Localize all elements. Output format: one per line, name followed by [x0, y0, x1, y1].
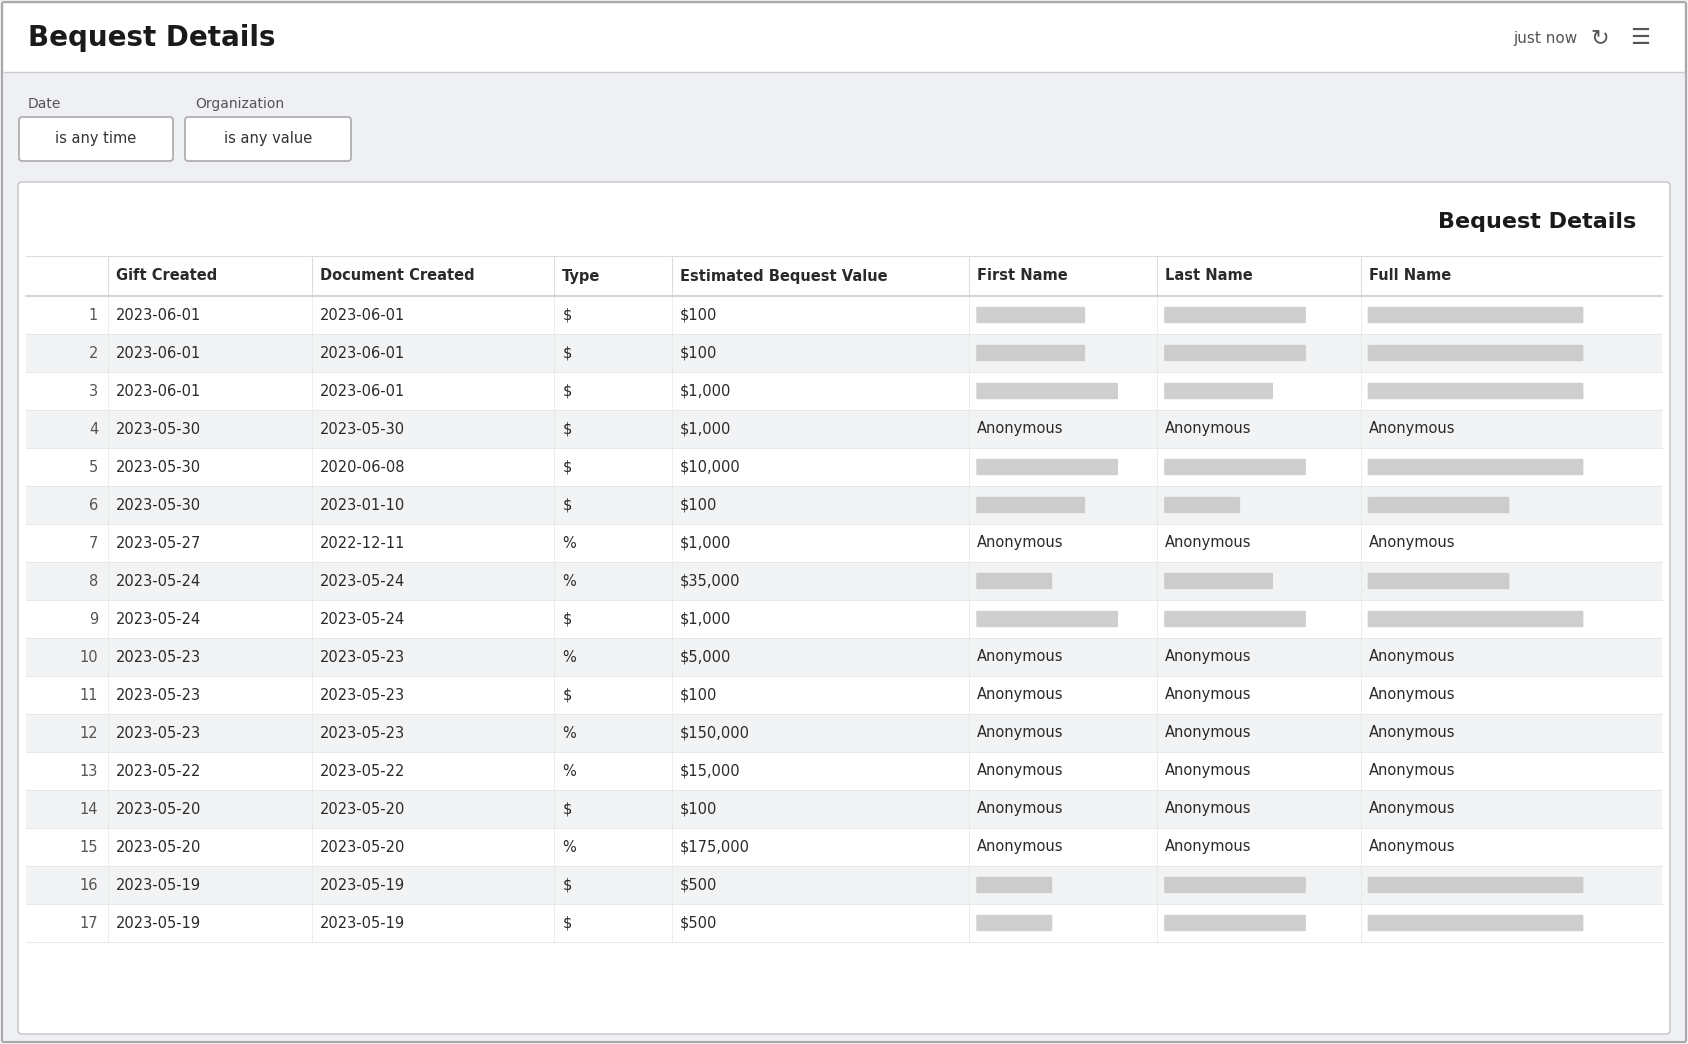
- Text: ☰: ☰: [1631, 28, 1649, 48]
- Text: Bequest Details: Bequest Details: [29, 24, 275, 52]
- Text: $175,000: $175,000: [680, 839, 749, 854]
- Text: 2023-05-20: 2023-05-20: [319, 839, 405, 854]
- FancyBboxPatch shape: [25, 867, 1663, 904]
- Text: $500: $500: [680, 878, 717, 893]
- Text: 2023-05-23: 2023-05-23: [319, 688, 405, 703]
- FancyBboxPatch shape: [1367, 915, 1583, 931]
- FancyBboxPatch shape: [1367, 497, 1509, 514]
- Text: Document Created: Document Created: [319, 268, 474, 284]
- FancyBboxPatch shape: [976, 458, 1117, 475]
- Text: Full Name: Full Name: [1369, 268, 1452, 284]
- Text: 2023-06-01: 2023-06-01: [116, 383, 201, 399]
- Text: Anonymous: Anonymous: [1165, 536, 1251, 550]
- Text: Anonymous: Anonymous: [1369, 422, 1455, 436]
- Text: $: $: [562, 688, 572, 703]
- Text: 2022-12-11: 2022-12-11: [319, 536, 405, 550]
- Text: 2023-05-20: 2023-05-20: [116, 839, 201, 854]
- Text: $100: $100: [680, 346, 717, 360]
- Text: 2023-05-20: 2023-05-20: [116, 802, 201, 816]
- Text: Anonymous: Anonymous: [1165, 839, 1251, 854]
- Text: Anonymous: Anonymous: [977, 763, 1063, 779]
- Text: 2023-05-19: 2023-05-19: [116, 916, 201, 930]
- Text: 2023-05-30: 2023-05-30: [116, 498, 201, 513]
- FancyBboxPatch shape: [19, 117, 172, 161]
- Text: 2023-06-01: 2023-06-01: [319, 346, 405, 360]
- Text: $: $: [562, 802, 572, 816]
- Text: Anonymous: Anonymous: [1165, 763, 1251, 779]
- Text: 2023-01-10: 2023-01-10: [319, 498, 405, 513]
- FancyBboxPatch shape: [976, 573, 1052, 589]
- Text: 11: 11: [79, 688, 98, 703]
- Text: Organization: Organization: [196, 97, 284, 111]
- Text: $100: $100: [680, 498, 717, 513]
- Text: 2023-06-01: 2023-06-01: [116, 346, 201, 360]
- FancyBboxPatch shape: [1367, 573, 1509, 589]
- FancyBboxPatch shape: [976, 915, 1052, 931]
- Text: 2023-05-23: 2023-05-23: [319, 649, 405, 664]
- Text: 2023-05-19: 2023-05-19: [319, 878, 405, 893]
- Text: Anonymous: Anonymous: [977, 726, 1063, 740]
- Text: 2023-05-23: 2023-05-23: [319, 726, 405, 740]
- Text: $150,000: $150,000: [680, 726, 749, 740]
- FancyBboxPatch shape: [976, 345, 1085, 361]
- FancyBboxPatch shape: [25, 562, 1663, 600]
- Text: 1: 1: [89, 308, 98, 323]
- Text: 2023-05-30: 2023-05-30: [116, 422, 201, 436]
- Text: Anonymous: Anonymous: [1165, 688, 1251, 703]
- Text: $100: $100: [680, 688, 717, 703]
- FancyBboxPatch shape: [25, 638, 1663, 677]
- Text: Anonymous: Anonymous: [1369, 688, 1455, 703]
- Text: 6: 6: [89, 498, 98, 513]
- Text: 2023-05-23: 2023-05-23: [116, 688, 201, 703]
- Text: $35,000: $35,000: [680, 573, 741, 589]
- Text: is any time: is any time: [56, 132, 137, 146]
- FancyBboxPatch shape: [1165, 383, 1273, 399]
- Text: 2023-05-27: 2023-05-27: [116, 536, 201, 550]
- Text: Anonymous: Anonymous: [1369, 839, 1455, 854]
- FancyBboxPatch shape: [25, 334, 1663, 372]
- Text: 12: 12: [79, 726, 98, 740]
- Text: %: %: [562, 649, 576, 664]
- Text: 2: 2: [89, 346, 98, 360]
- FancyBboxPatch shape: [1165, 877, 1307, 894]
- Text: Anonymous: Anonymous: [977, 422, 1063, 436]
- Text: %: %: [562, 536, 576, 550]
- Text: Anonymous: Anonymous: [977, 839, 1063, 854]
- FancyBboxPatch shape: [1367, 877, 1583, 894]
- FancyBboxPatch shape: [1165, 497, 1241, 514]
- Text: 16: 16: [79, 878, 98, 893]
- Text: First Name: First Name: [977, 268, 1069, 284]
- Text: $: $: [562, 422, 572, 436]
- Text: Anonymous: Anonymous: [1165, 649, 1251, 664]
- FancyBboxPatch shape: [1367, 345, 1583, 361]
- FancyBboxPatch shape: [1367, 383, 1583, 399]
- FancyBboxPatch shape: [25, 487, 1663, 524]
- Text: Anonymous: Anonymous: [1369, 726, 1455, 740]
- Text: $: $: [562, 308, 572, 323]
- FancyBboxPatch shape: [1367, 307, 1583, 324]
- Text: Anonymous: Anonymous: [977, 688, 1063, 703]
- Text: $: $: [562, 612, 572, 626]
- Text: Anonymous: Anonymous: [977, 649, 1063, 664]
- Text: 2023-05-20: 2023-05-20: [319, 802, 405, 816]
- Text: %: %: [562, 726, 576, 740]
- Text: Bequest Details: Bequest Details: [1438, 212, 1636, 232]
- Text: Anonymous: Anonymous: [977, 536, 1063, 550]
- FancyBboxPatch shape: [976, 877, 1052, 894]
- Text: 15: 15: [79, 839, 98, 854]
- Text: 2023-05-19: 2023-05-19: [319, 916, 405, 930]
- Text: $15,000: $15,000: [680, 763, 741, 779]
- Text: 7: 7: [89, 536, 98, 550]
- Text: 5: 5: [89, 459, 98, 475]
- Text: $1,000: $1,000: [680, 612, 731, 626]
- Text: 2023-05-24: 2023-05-24: [116, 612, 201, 626]
- FancyBboxPatch shape: [976, 307, 1085, 324]
- Text: 3: 3: [89, 383, 98, 399]
- Text: 10: 10: [79, 649, 98, 664]
- Text: $: $: [562, 383, 572, 399]
- Text: 2023-05-22: 2023-05-22: [319, 763, 405, 779]
- Text: 2023-05-19: 2023-05-19: [116, 878, 201, 893]
- FancyBboxPatch shape: [19, 182, 1669, 1034]
- Text: %: %: [562, 573, 576, 589]
